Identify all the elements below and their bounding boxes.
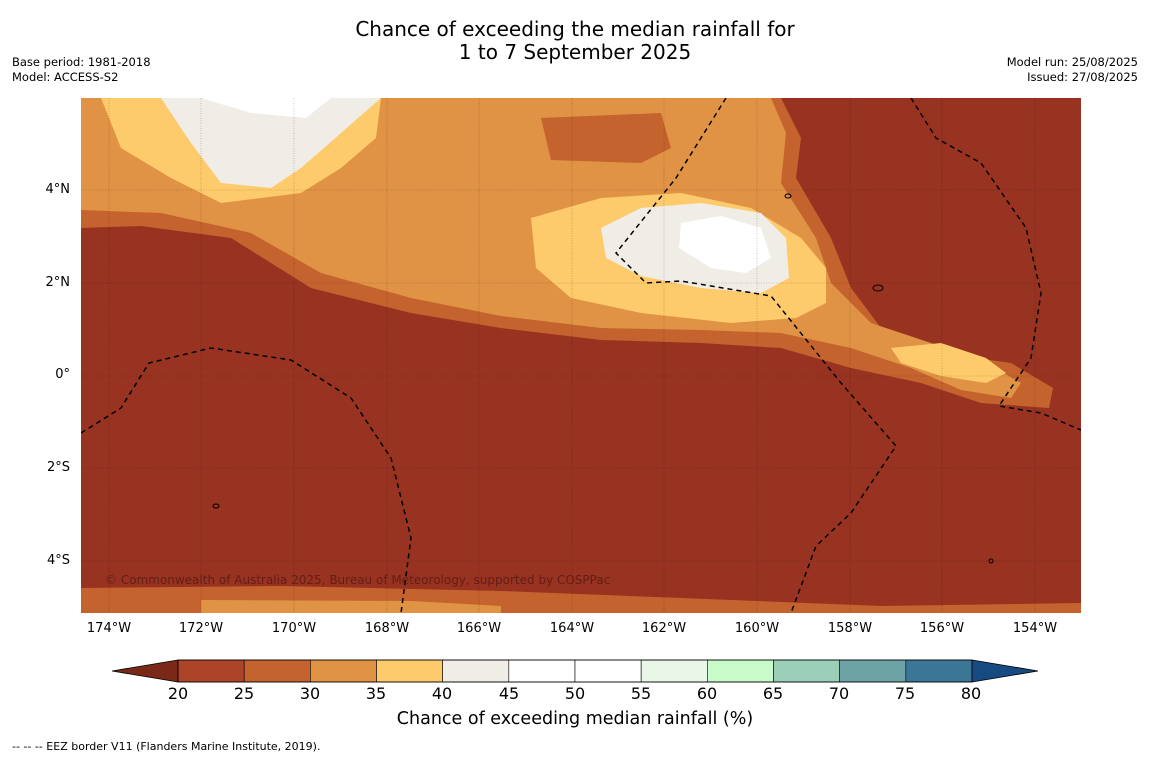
- lat-tick-label: 2°S: [46, 460, 70, 475]
- eez-borders: [81, 98, 1081, 613]
- island: [988, 558, 994, 564]
- lon-tick-label: 160°W: [734, 621, 780, 636]
- colorbar-tick-label: 20: [167, 684, 189, 703]
- rainfall-map: © Commonwealth of Australia 2025, Bureau…: [81, 98, 1081, 613]
- band-30-35-south: [201, 600, 501, 613]
- grid-lines: [81, 98, 1081, 613]
- lon-tick-label: 154°W: [1012, 621, 1058, 636]
- lon-tick-label: 158°W: [827, 621, 873, 636]
- lon-tick-label: 174°W: [86, 621, 132, 636]
- lat-tick-label: 4°S: [46, 553, 70, 568]
- island-outlines: [212, 193, 994, 564]
- chart-title: Chance of exceeding the median rainfall …: [0, 18, 1150, 64]
- colorbar-bin: [177, 659, 245, 683]
- colorbar-bin: [574, 659, 642, 683]
- colorbar-bin: [310, 659, 377, 683]
- eez-footnote: -- -- -- EEZ border V11 (Flanders Marine…: [12, 740, 321, 753]
- colorbar-bin: [640, 659, 708, 683]
- lon-tick-label: 162°W: [641, 621, 687, 636]
- lon-tick-label: 172°W: [178, 621, 224, 636]
- colorbar-tick-label: 60: [696, 684, 718, 703]
- colorbar-tick-label: 40: [431, 684, 453, 703]
- colorbar-tick-label: 80: [960, 684, 982, 703]
- colorbar-tick-label: 25: [233, 684, 255, 703]
- lat-tick-label: 0°: [55, 367, 70, 382]
- island: [784, 193, 792, 199]
- title-line-2: 1 to 7 September 2025: [458, 40, 692, 64]
- band-45-50-center: [679, 216, 771, 273]
- lon-tick-label: 156°W: [919, 621, 965, 636]
- band-35-40-east: [891, 343, 1006, 383]
- colorbar-tick-label: 45: [498, 684, 520, 703]
- eez-border-east: [910, 98, 1081, 431]
- colorbar-tick-label: 70: [828, 684, 850, 703]
- colorbar-bin: [707, 659, 774, 683]
- lat-tick-label: 2°N: [45, 275, 71, 290]
- base-period-text: Base period: 1981-2018: [12, 55, 151, 69]
- colorbar-bin: [376, 659, 443, 683]
- colorbar-bin: [839, 659, 907, 683]
- title-line-1: Chance of exceeding the median rainfall …: [355, 17, 795, 41]
- lon-tick-label: 168°W: [364, 621, 410, 636]
- model-run-text: Model run: 25/08/2025: [1006, 55, 1138, 69]
- band-25-30-patch: [541, 113, 671, 163]
- issued-text: Issued: 27/08/2025: [1027, 70, 1138, 84]
- colorbar-bin: [442, 659, 510, 683]
- meta-left: Base period: 1981-2018 Model: ACCESS-S2: [12, 55, 151, 85]
- meta-right: Model run: 25/08/2025 Issued: 27/08/2025: [1007, 55, 1138, 85]
- colorbar-bin: [905, 659, 973, 683]
- island: [872, 284, 884, 292]
- eez-border-center: [614, 98, 897, 613]
- copyright-text: © Commonwealth of Australia 2025, Bureau…: [105, 573, 610, 587]
- lon-tick-label: 166°W: [456, 621, 502, 636]
- colorbar-tick-label: 30: [299, 684, 321, 703]
- lon-tick-label: 164°W: [549, 621, 595, 636]
- island: [212, 503, 220, 509]
- colorbar-tick-label: 65: [762, 684, 784, 703]
- colorbar-bin: [508, 659, 576, 683]
- colorbar-bins: [177, 659, 973, 683]
- band-45-50-north: [201, 98, 331, 118]
- colorbar: [112, 659, 1038, 683]
- colorbar-tick-label: 75: [894, 684, 916, 703]
- colorbar-tick-label: 55: [630, 684, 652, 703]
- lon-tick-label: 170°W: [271, 621, 317, 636]
- model-text: Model: ACCESS-S2: [12, 70, 119, 84]
- band-40-45-north: [161, 98, 381, 188]
- colorbar-bin: [243, 659, 311, 683]
- colorbar-tick-label: 50: [564, 684, 586, 703]
- lat-tick-label: 4°N: [45, 182, 71, 197]
- colorbar-over-arrow: [972, 660, 1038, 682]
- colorbar-bin: [773, 659, 840, 683]
- colorbar-tick-label: 35: [365, 684, 387, 703]
- eez-border-southwest: [81, 347, 412, 613]
- colorbar-label: Chance of exceeding median rainfall (%): [396, 709, 754, 729]
- colorbar-under-arrow: [112, 660, 178, 682]
